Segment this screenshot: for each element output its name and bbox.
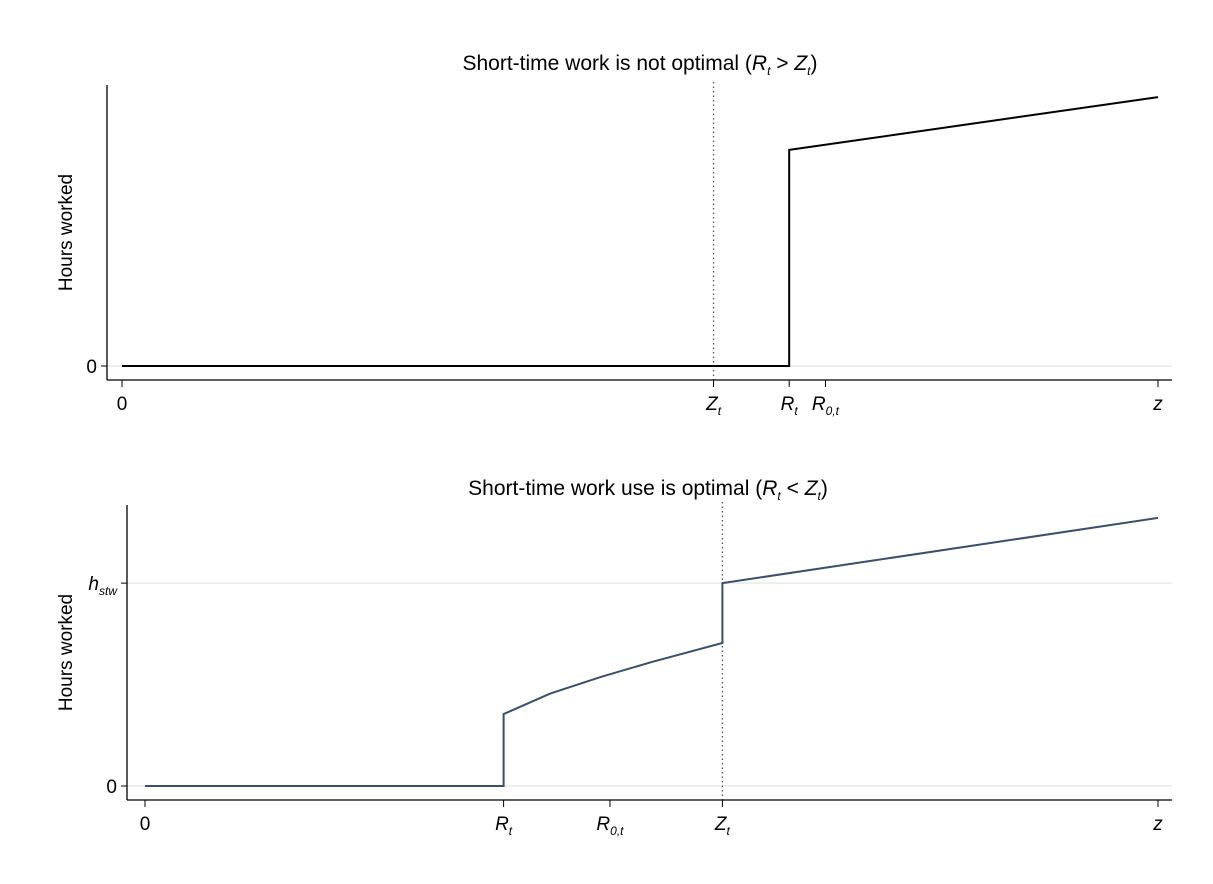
tick-label-sub: t	[509, 824, 513, 838]
title-part: t	[777, 489, 781, 503]
tick-label: Zt	[714, 814, 731, 838]
title-part: >	[770, 52, 794, 75]
tick-label: hstw	[88, 574, 118, 598]
tick-label-sub: t	[727, 824, 731, 838]
chart-title: Short-time work use is optimal (Rt < Zt)	[468, 477, 828, 503]
tick-label: Zt	[705, 394, 722, 418]
title-part: t	[807, 64, 811, 78]
tick-label: z	[1152, 814, 1163, 835]
tick-label: 0	[117, 394, 128, 415]
series-line	[145, 516, 1159, 787]
tick-label: R0,t	[812, 394, 840, 418]
series-line	[122, 96, 1159, 367]
tick-label: 0	[86, 357, 97, 378]
tick-label-sub: 0,t	[610, 824, 624, 838]
tick-label-main: R	[812, 394, 826, 415]
tick-label-main: R	[596, 814, 610, 835]
tick-label: 0	[106, 777, 117, 798]
tick-label: Rt	[495, 814, 513, 838]
title-part: t	[767, 64, 771, 78]
tick-label-main: R	[781, 394, 795, 415]
tick-label-main: R	[495, 814, 509, 835]
y-axis-label: Hours worked	[56, 594, 77, 711]
tick-label: Rt	[781, 394, 799, 418]
tick-label-sub: t	[794, 404, 798, 418]
tick-label-main: z	[1152, 394, 1163, 415]
title-part: )	[821, 477, 828, 500]
title-part: )	[811, 52, 818, 75]
tick-label-main: Z	[714, 814, 728, 835]
y-axis-label: Hours worked	[56, 174, 77, 291]
title-part: Z	[804, 477, 819, 500]
tick-label-main: h	[88, 574, 99, 595]
tick-label: 0	[140, 814, 151, 835]
tick-label-main: Z	[705, 394, 719, 415]
tick-label-sub: t	[718, 404, 722, 418]
title-part: R	[752, 52, 767, 75]
chart-title: Short-time work is not optimal (Rt > Zt)	[462, 52, 817, 78]
title-part: R	[762, 477, 777, 500]
tick-label-main: z	[1152, 814, 1163, 835]
title-part: Short-time work use is optimal (	[468, 477, 762, 500]
title-part: Short-time work is not optimal (	[462, 52, 751, 75]
title-part: <	[781, 477, 805, 500]
tick-label-sub: stw	[99, 584, 118, 598]
title-part: Z	[793, 52, 808, 75]
tick-label: R0,t	[596, 814, 624, 838]
tick-label-sub: 0,t	[826, 404, 840, 418]
tick-label: z	[1152, 394, 1163, 415]
title-part: t	[818, 489, 822, 503]
